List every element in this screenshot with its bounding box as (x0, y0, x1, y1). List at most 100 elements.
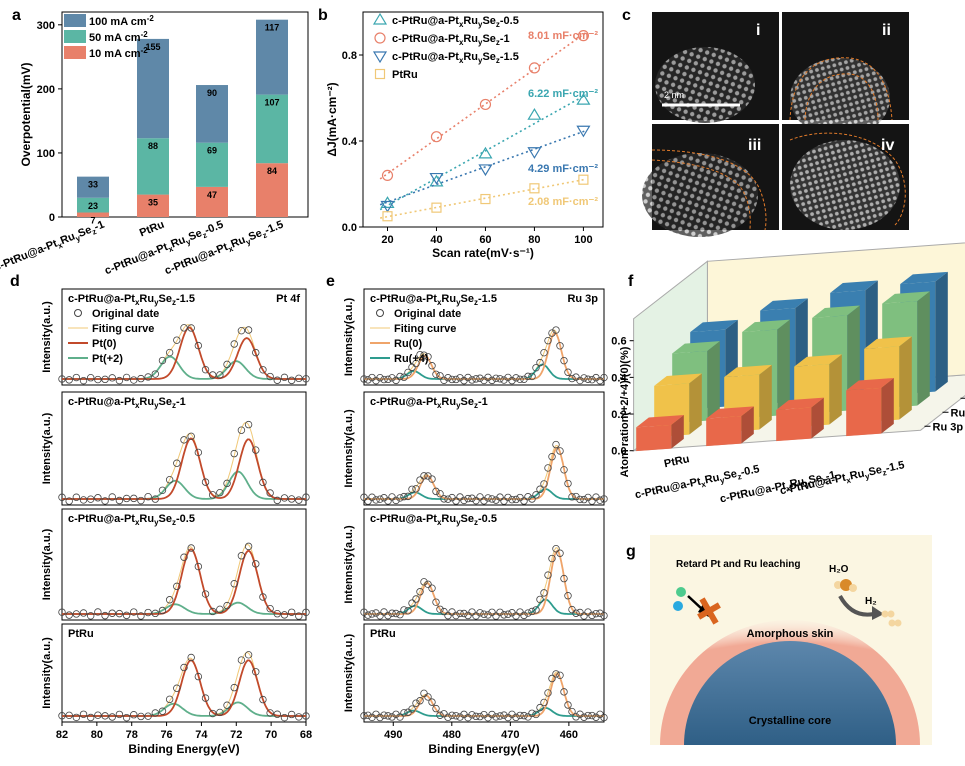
slope-label: 6.22 mF·cm⁻² (528, 88, 598, 100)
original-data-point (524, 609, 532, 617)
original-data-point (588, 711, 596, 720)
fitting-curve (364, 547, 604, 615)
x-tick-label: c-PtRu@a-PtxRuySez-1.5 (163, 219, 286, 279)
z-tick-label: 0.2 (611, 409, 626, 421)
skin-label: Amorphous skin (747, 628, 834, 640)
data-point (578, 174, 589, 185)
y-axis-label: Overpotential(mV) (19, 62, 33, 166)
original-data-point (266, 709, 274, 717)
original-data-point (364, 497, 372, 505)
slope-label: 2.08 mF·cm⁻² (528, 196, 598, 208)
bar-side (707, 341, 720, 421)
panel-label-g: g (626, 543, 636, 560)
original-data-point (544, 464, 552, 472)
original-data-point (259, 593, 267, 601)
original-data-point (572, 492, 580, 501)
category-label-part: z (822, 476, 828, 486)
original-data-point (94, 608, 102, 616)
x-tick-label: 470 (501, 729, 519, 741)
bar-top (812, 305, 860, 318)
legend-label-part: z (496, 38, 500, 47)
x-tick-label-part: -1 (93, 219, 107, 234)
original-data-point (130, 494, 138, 503)
original-data-point (424, 693, 432, 701)
original-data-point (180, 436, 188, 444)
slope-label: 8.01 mF·cm⁻² (528, 30, 598, 42)
arrow-icon (687, 595, 704, 611)
h2o-label: H₂O (829, 564, 849, 575)
original-data-point (396, 611, 404, 619)
original-data-point (392, 609, 400, 618)
original-data-point (223, 360, 231, 369)
category-label-part: y (864, 472, 871, 482)
original-data-point (295, 612, 303, 620)
original-data-point (444, 495, 452, 503)
original-data-point (576, 376, 584, 385)
original-data-point (144, 373, 152, 381)
original-data-point (416, 476, 424, 484)
original-data-point (412, 359, 420, 368)
original-data-point (137, 374, 145, 383)
category-label-part: c-PtRu@a-Pt (719, 480, 787, 506)
spectrum-subplot: PtRu Intennsity(a.u.) (343, 623, 608, 723)
original-data-point (440, 376, 448, 384)
original-data-point (448, 493, 456, 502)
original-data-point (496, 712, 504, 720)
original-data-point (472, 375, 480, 383)
original-data-point (115, 496, 124, 505)
original-data-point (201, 694, 210, 702)
original-data-point (79, 710, 88, 719)
component-curve-1 (62, 437, 306, 500)
original-data-point (280, 494, 289, 502)
original-data-point (58, 608, 66, 616)
subplot-label-part: z (172, 298, 176, 307)
original-data-point (101, 497, 109, 505)
legend-label-part: y (478, 38, 483, 47)
original-data-point (564, 368, 572, 376)
original-data-point (58, 375, 66, 383)
original-data-point (584, 711, 592, 720)
bar (196, 186, 228, 217)
original-data-point (295, 496, 303, 504)
original-data-point (400, 492, 408, 501)
legend-label-part: c-PtRu@a-Pt (392, 51, 459, 63)
panel-label-f: f (628, 273, 634, 290)
subplot-label-part: c-PtRu@a-Pt (370, 396, 437, 408)
category-label-part: Se (867, 464, 883, 479)
original-data-point (266, 489, 274, 497)
original-data-point (173, 684, 181, 692)
original-data-point (476, 374, 484, 382)
original-data-point (364, 611, 372, 619)
bar-front (846, 387, 882, 437)
subplot-label-part: x (135, 518, 140, 527)
subplot-label-part: y (456, 401, 461, 410)
original-data-point (416, 350, 424, 359)
original-data-point (440, 495, 448, 503)
legend-text: 50 mA cm (89, 32, 141, 44)
schematic-g: Amorphous skin Crystalline core Retard P… (650, 535, 932, 745)
legend-label-part: Se (482, 33, 495, 45)
subplot-label-part: c-PtRu@a-Pt (68, 293, 135, 305)
spectrum-subplot: c-PtRu@a-PtxRuySez-0.5 Intennsity(a.u.) (343, 508, 608, 621)
original-data-point (194, 341, 203, 350)
x-tick-label-part: y (185, 237, 193, 247)
legend-label: c-PtRu@a-PtxRuySez-1.5 (392, 51, 519, 65)
subplot-label-part: c-PtRu@a-Pt (370, 513, 437, 525)
original-data-point (552, 545, 560, 553)
subplot-label-part: Ru (441, 396, 456, 408)
original-data-point (472, 496, 480, 505)
original-data-point (380, 375, 388, 384)
legend-label: Fiting curve (394, 323, 456, 335)
original-data-point (488, 608, 496, 616)
original-data-point (266, 372, 274, 381)
original-data-point (600, 495, 608, 503)
subplot-label-suffix: -1.5 (478, 293, 497, 305)
subplot-frame (363, 623, 605, 723)
legend-sup: -2 (141, 46, 149, 55)
legend-label: Original date (92, 308, 159, 320)
legend-label-part: x (459, 20, 464, 29)
original-data-point (287, 710, 296, 719)
original-data-point (408, 705, 416, 713)
h2-molecule-icon (881, 610, 902, 627)
x-tick-label: 76 (160, 729, 172, 741)
